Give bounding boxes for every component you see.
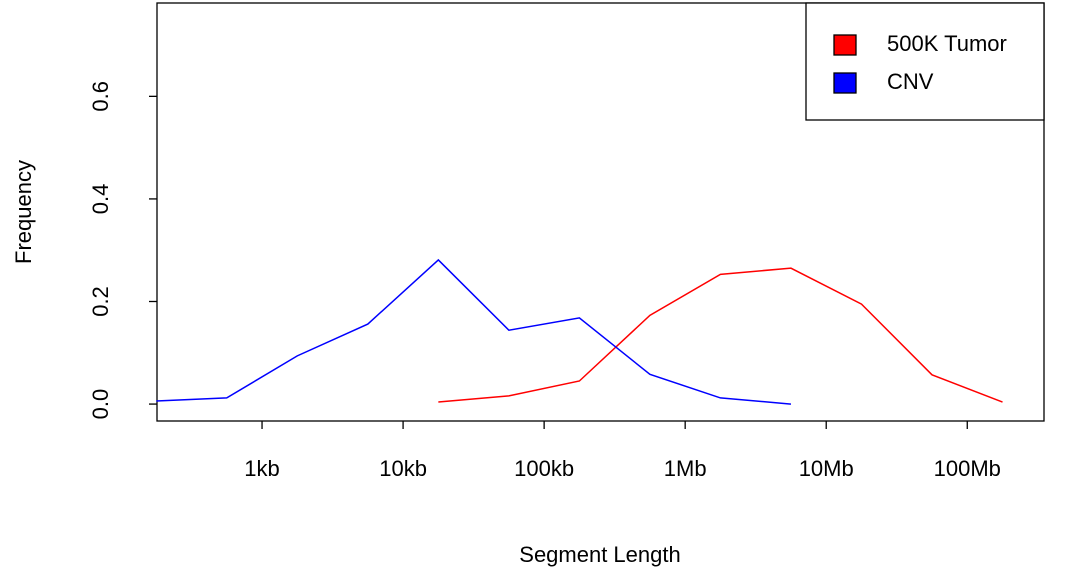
y-axis-label: Frequency [11,160,36,264]
y-tick-label: 0.2 [88,286,113,317]
y-tick-label: 0.0 [88,389,113,420]
y-tick-label: 0.4 [88,184,113,215]
x-tick-label: 100kb [514,456,574,481]
legend-swatch [833,72,857,94]
legend-swatch [833,34,857,56]
legend-box [805,2,1045,121]
x-tick-label: 10Mb [799,456,854,481]
x-tick-label: 100Mb [934,456,1001,481]
legend-label: CNV [887,69,934,94]
x-tick-label: 1Mb [664,456,707,481]
x-axis-label: Segment Length [519,542,680,567]
x-tick-label: 10kb [379,456,427,481]
plot-box [156,2,1045,422]
series-line [156,258,792,405]
y-tick-label: 0.6 [88,81,113,112]
legend-label: 500K Tumor [887,31,1007,56]
x-tick-label: 1kb [244,456,279,481]
series-line [438,267,1003,403]
